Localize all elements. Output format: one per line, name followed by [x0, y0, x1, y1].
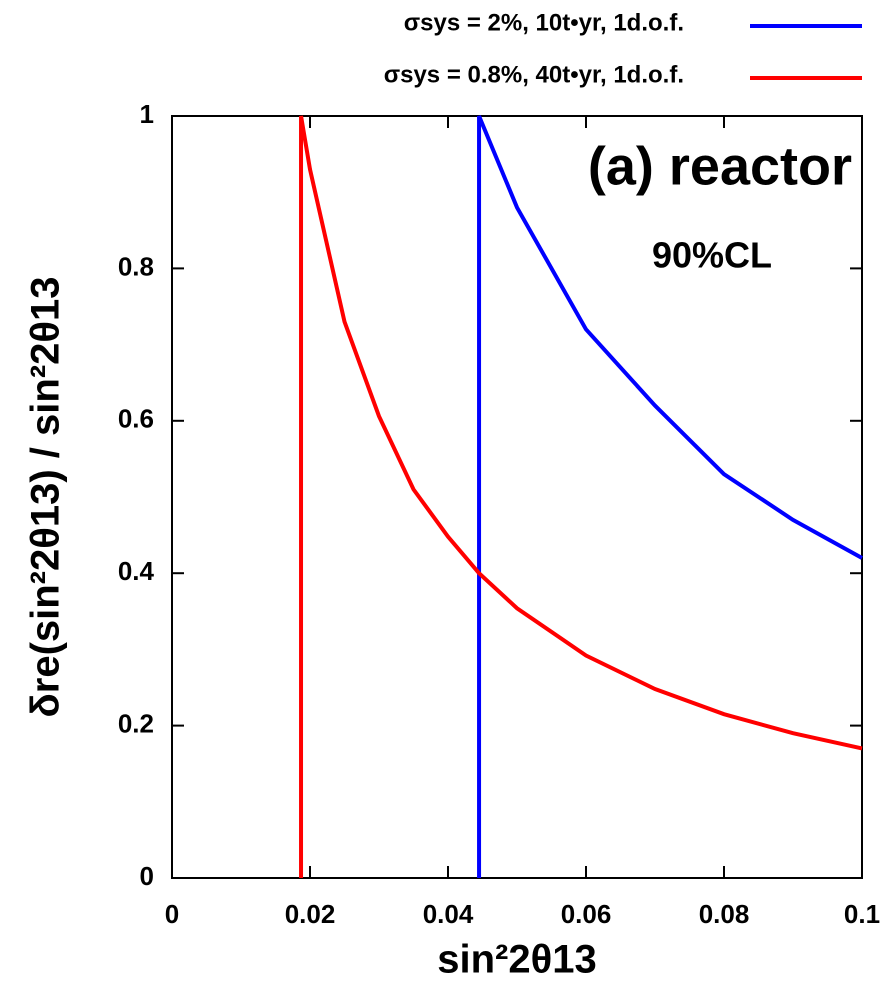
y-tick-label: 0.4: [118, 556, 155, 586]
x-tick-label: 0.1: [844, 899, 880, 929]
x-tick-label: 0.06: [561, 899, 612, 929]
legend-label: σsys = 2%, 10t•yr, 1d.o.f.: [404, 9, 684, 36]
y-tick-label: 0.2: [118, 708, 154, 738]
y-tick-label: 0.6: [118, 404, 154, 434]
y-axis-label: δre(sin²2θ13) / sin²2θ13: [24, 277, 68, 718]
annotation: 90%CL: [652, 235, 772, 276]
y-tick-label: 1: [140, 99, 154, 129]
legend-label: σsys = 0.8%, 40t•yr, 1d.o.f.: [384, 61, 684, 88]
x-axis-label: sin²2θ13: [437, 938, 596, 982]
x-tick-label: 0: [165, 899, 179, 929]
y-tick-label: 0.8: [118, 251, 154, 281]
plot-border: [171, 115, 863, 879]
data-line: [299, 115, 863, 878]
x-tick-label: 0.02: [285, 899, 336, 929]
data-line: [477, 115, 863, 878]
y-tick-label: 0: [140, 861, 154, 891]
x-tick-label: 0.04: [423, 899, 474, 929]
annotation: (a) reactor: [588, 136, 852, 196]
x-tick-label: 0.08: [699, 899, 750, 929]
